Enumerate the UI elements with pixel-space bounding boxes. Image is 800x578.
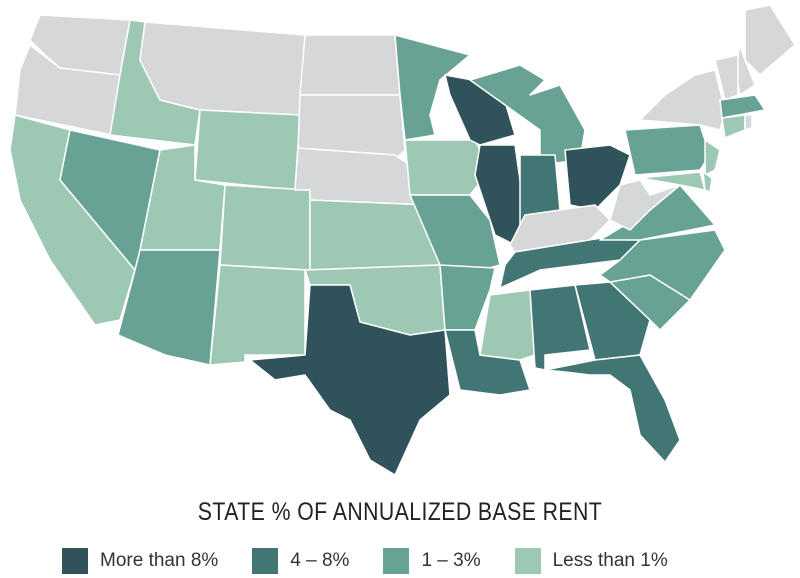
state-ny (639, 69, 726, 131)
state-tx (249, 284, 451, 476)
state-nm (209, 264, 306, 366)
state-wy (194, 109, 301, 191)
legend-label: More than 8% (100, 550, 219, 571)
legend-label: 1 – 3% (421, 550, 481, 571)
us-state-map (9, 4, 796, 476)
state-mi (469, 64, 586, 166)
state-ga (574, 281, 651, 361)
state-vt (714, 54, 739, 101)
legend-item-more-than-8: More than 8% (62, 548, 218, 574)
legend-item-less-than-1: Less than 1% (514, 548, 668, 574)
state-co (219, 184, 311, 271)
legend-swatch (514, 548, 541, 574)
state-wv (609, 179, 681, 231)
legend-item-1-3: 1 – 3% (383, 548, 481, 574)
state-ar (439, 264, 496, 331)
state-me (744, 4, 796, 76)
state-az (117, 249, 221, 366)
state-mn (394, 34, 471, 141)
state-ms (479, 289, 536, 361)
state-fl (544, 354, 681, 463)
state-mt (139, 21, 306, 116)
state-sd (297, 94, 406, 161)
legend-label: 4 – 8% (290, 550, 350, 571)
legend-swatch (383, 548, 410, 574)
state-ct (721, 114, 746, 139)
state-nd (299, 34, 401, 96)
legend-swatch (62, 548, 88, 574)
state-ma (719, 94, 766, 119)
state-nj (704, 139, 721, 176)
state-de (702, 171, 713, 193)
legend: More than 8% 4 – 8% 1 – 3% Less than 1% (62, 548, 702, 574)
state-nc (599, 229, 726, 301)
legend-swatch (252, 548, 279, 574)
state-pa (624, 124, 711, 176)
map-title: STATE % OF ANNUALIZED BASE RENT (197, 498, 603, 526)
legend-label: Less than 1% (552, 550, 668, 571)
state-ri (744, 114, 753, 131)
state-la (444, 329, 531, 396)
legend-item-4-8: 4 – 8% (252, 548, 349, 574)
